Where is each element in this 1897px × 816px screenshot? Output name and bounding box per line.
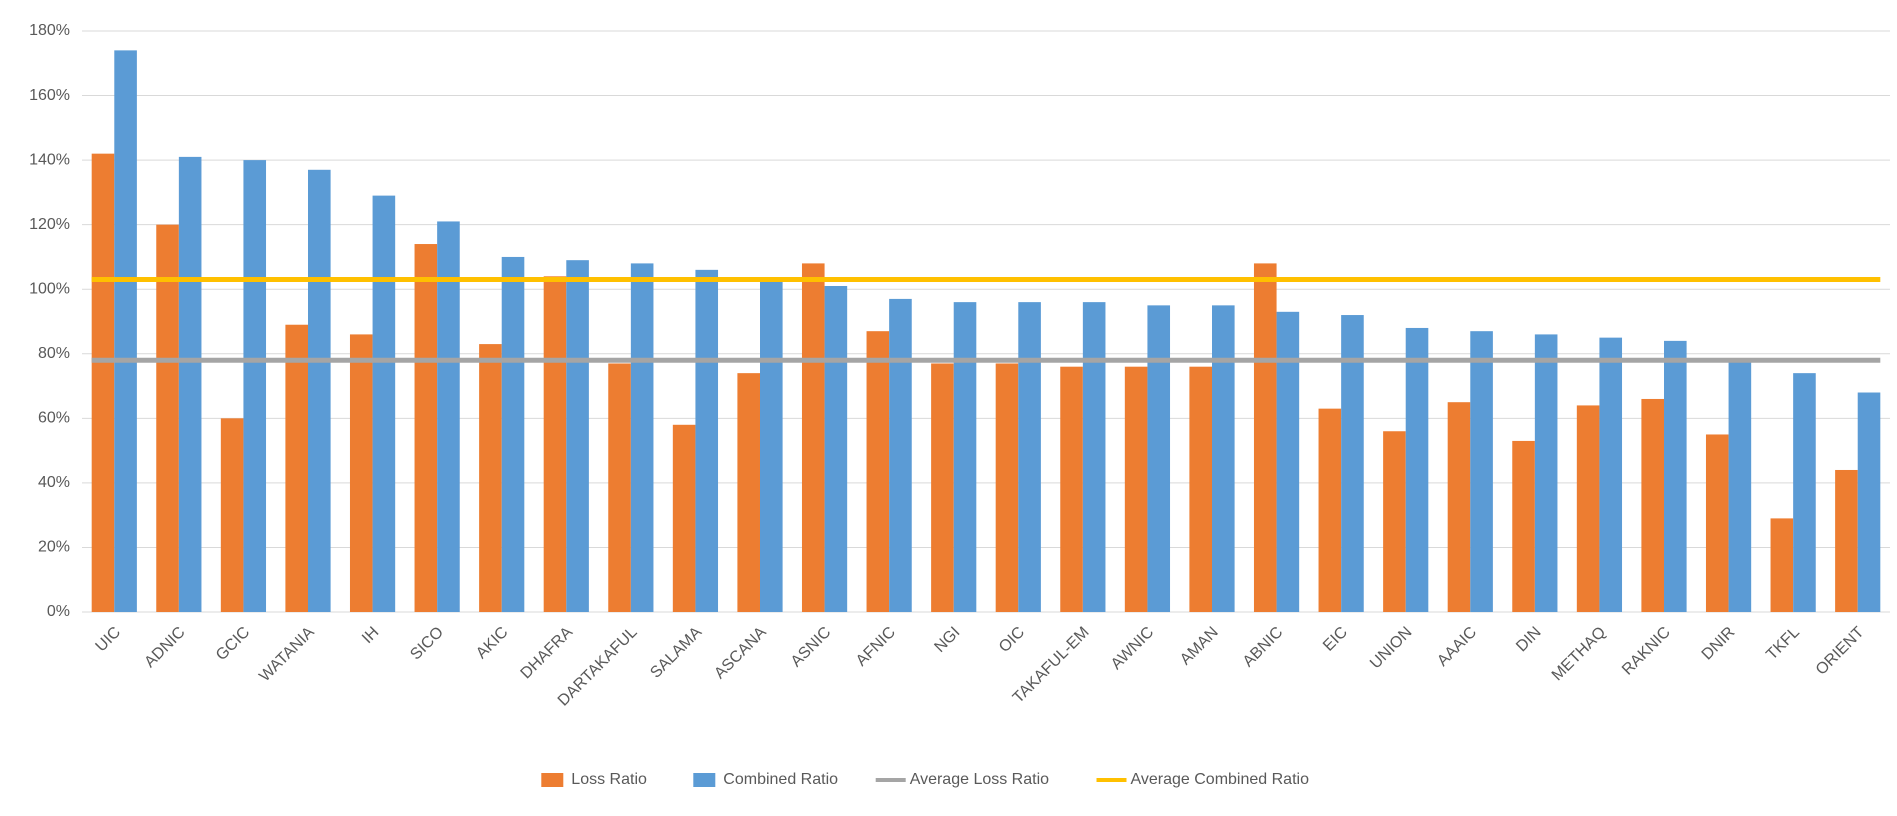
bar (1189, 366, 1212, 612)
x-tick-label: AKIC (473, 624, 511, 662)
legend-label: Combined Ratio (723, 771, 838, 788)
bar (349, 334, 373, 612)
bar (1060, 366, 1083, 612)
bar (1599, 337, 1623, 612)
bar (953, 302, 977, 612)
bar (220, 418, 244, 612)
x-tick-label: OIC (996, 624, 1028, 656)
bar (866, 331, 890, 612)
bar (243, 160, 267, 612)
bar (1534, 334, 1558, 612)
bar (760, 279, 783, 612)
y-tick-label: 40% (38, 474, 70, 491)
x-tick-label: UIC (93, 624, 125, 656)
bar (1124, 366, 1148, 612)
bar (1318, 408, 1342, 612)
bar (1664, 340, 1687, 612)
x-tick-label: IH (359, 624, 382, 647)
bar (1383, 431, 1406, 612)
x-tick-label: GCIC (213, 624, 253, 664)
bar (1793, 373, 1816, 612)
legend-label: Average Combined Ratio (1131, 771, 1310, 788)
x-tick-label: AWNIC (1108, 624, 1157, 673)
bar (1470, 331, 1493, 612)
bar (1018, 302, 1041, 612)
x-tick-label: TKFL (1763, 624, 1803, 664)
x-tick-label: RAKNIC (1619, 624, 1674, 679)
x-tick-label: DHAFRA (518, 624, 577, 683)
bar (308, 169, 331, 613)
bar (501, 256, 525, 612)
bar (695, 269, 719, 612)
bar (285, 324, 308, 612)
legend-label: Average Loss Ratio (910, 771, 1049, 788)
bar (737, 373, 760, 612)
legend-label: Loss Ratio (571, 771, 647, 788)
y-tick-label: 0% (47, 603, 70, 620)
bar (1641, 398, 1664, 612)
y-tick-label: 20% (38, 539, 70, 556)
bar (931, 363, 954, 612)
x-tick-label: ADNIC (141, 624, 188, 671)
y-tick-label: 60% (38, 410, 70, 427)
bar (1405, 327, 1429, 612)
x-tick-label: SICO (407, 624, 447, 664)
y-tick-label: 160% (29, 87, 70, 104)
x-tick-label: METHAQ (1549, 624, 1609, 684)
bar (1705, 434, 1729, 612)
bar (889, 298, 912, 612)
y-tick-label: 180% (29, 22, 70, 39)
x-tick-label: EIC (1320, 624, 1351, 655)
x-tick-label: ASCANA (711, 624, 770, 683)
bar (672, 424, 696, 612)
bar (178, 156, 202, 612)
x-tick-label: ORIENT (1813, 624, 1868, 679)
x-tick-label: ASNIC (788, 624, 835, 671)
y-tick-label: 100% (29, 280, 70, 297)
x-tick-label: DNIR (1699, 624, 1739, 664)
legend-swatch (693, 773, 716, 787)
bar (801, 263, 825, 612)
bar (479, 344, 502, 612)
bar (543, 276, 567, 612)
x-tick-label: DIN (1513, 624, 1545, 656)
bar (1770, 518, 1794, 612)
bar (995, 363, 1019, 612)
legend-swatch (541, 773, 564, 787)
bar (1082, 302, 1106, 612)
bar (1341, 315, 1364, 612)
y-tick-label: 140% (29, 151, 70, 168)
bar (372, 195, 396, 612)
bar (1576, 405, 1600, 612)
bar (414, 244, 438, 613)
bar (630, 263, 654, 612)
bar (1447, 402, 1471, 612)
x-tick-label: SALAMA (647, 624, 705, 682)
y-tick-label: 120% (29, 216, 70, 233)
x-tick-label: AFNIC (853, 624, 899, 670)
bar (566, 260, 589, 612)
x-tick-label: UNION (1367, 624, 1415, 672)
bar (114, 50, 137, 613)
bar (1857, 392, 1881, 612)
x-tick-label: ABNIC (1240, 624, 1287, 671)
bar (1276, 311, 1300, 612)
bar (1147, 305, 1171, 612)
x-tick-label: AAAIC (1434, 624, 1480, 670)
x-tick-label: WATANIA (256, 624, 318, 686)
bar (824, 285, 848, 612)
bar (437, 221, 460, 612)
bar (1253, 263, 1277, 612)
bar (1212, 305, 1235, 612)
y-tick-label: 80% (38, 345, 70, 362)
bar (91, 153, 115, 612)
bar (1512, 440, 1535, 612)
bar (1728, 360, 1752, 612)
bar (608, 363, 631, 612)
bar (1835, 469, 1858, 612)
bar (156, 224, 179, 612)
x-tick-label: NGI (931, 624, 963, 656)
x-tick-label: AMAN (1177, 624, 1222, 669)
